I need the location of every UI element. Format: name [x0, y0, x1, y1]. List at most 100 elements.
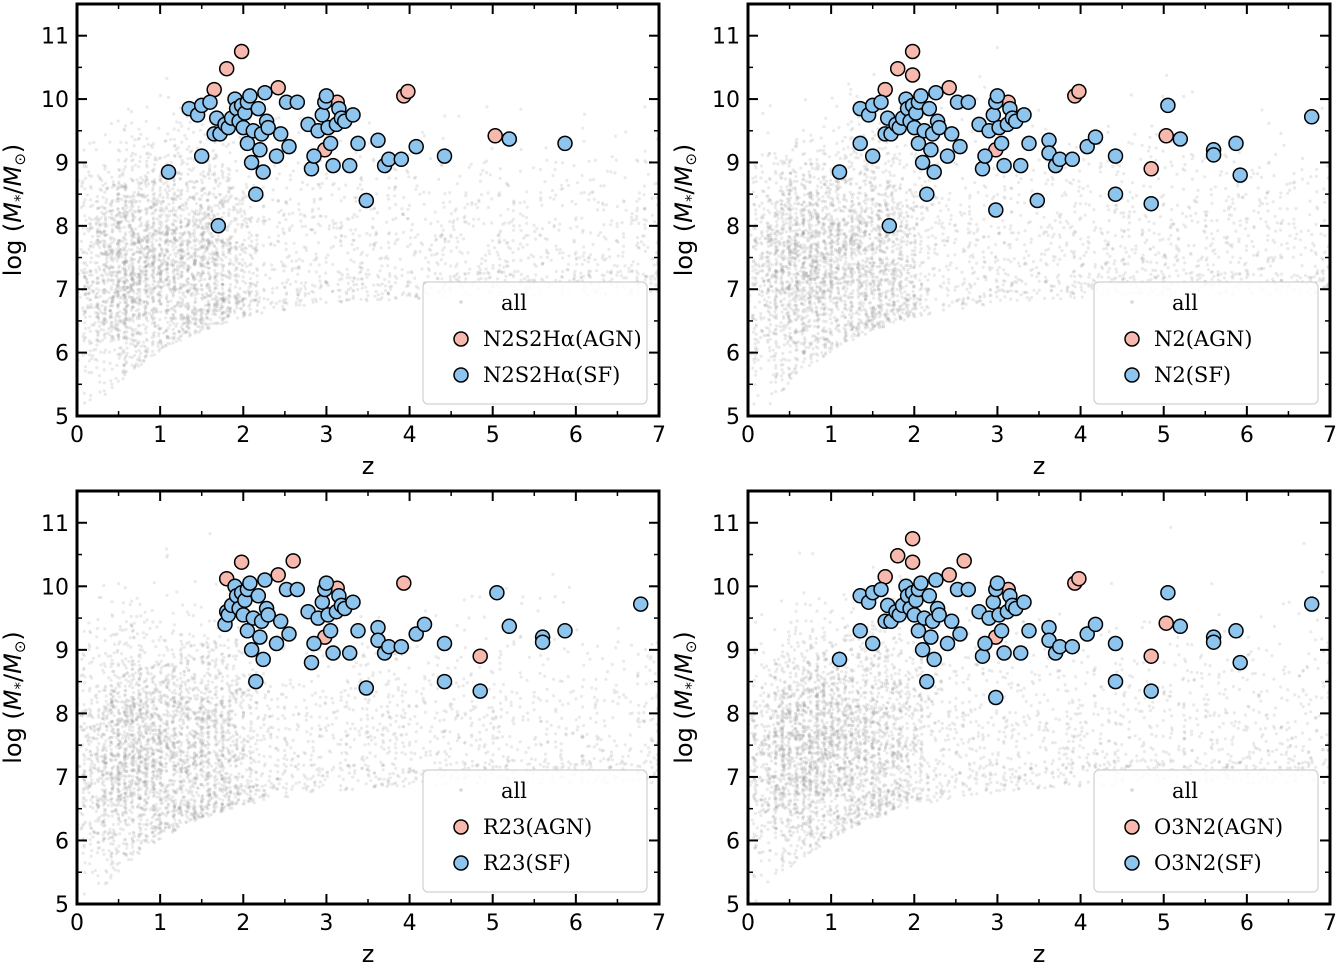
data-point-all — [162, 257, 166, 261]
data-point-all — [137, 279, 141, 283]
data-point-all — [201, 258, 205, 262]
data-point-all — [159, 286, 163, 290]
data-point-all — [96, 227, 100, 231]
data-point-all — [443, 237, 447, 241]
data-point-all — [232, 205, 236, 209]
data-point-all — [169, 287, 173, 291]
data-point-all — [89, 341, 94, 345]
data-point-all — [856, 293, 861, 298]
data-point-all — [118, 248, 123, 252]
data-point-all — [118, 353, 122, 358]
data-point-all — [409, 228, 414, 232]
data-point-all — [228, 247, 232, 252]
data-point-all — [898, 284, 902, 288]
data-point-all — [122, 260, 126, 264]
data-point-all — [595, 269, 599, 273]
data-point-all — [207, 216, 211, 220]
data-point-all — [180, 249, 184, 254]
data-point-all — [141, 178, 145, 182]
data-point-all — [183, 304, 187, 308]
data-point-all — [1124, 250, 1128, 254]
data-point-sf — [260, 119, 276, 136]
data-point-all — [183, 295, 187, 299]
data-point-all — [103, 229, 107, 233]
data-point-all — [205, 198, 209, 203]
data-point-all — [129, 286, 133, 290]
data-point-all — [622, 235, 626, 239]
data-point-all — [222, 298, 226, 302]
data-point-all — [641, 272, 646, 276]
data-point-all — [527, 278, 531, 282]
data-point-all — [318, 214, 322, 218]
data-point-all — [116, 304, 120, 308]
data-point-all — [561, 269, 565, 274]
data-point-all — [218, 315, 222, 319]
data-point-all — [1308, 213, 1312, 217]
data-point-all — [1073, 280, 1077, 284]
data-point-all — [794, 220, 799, 224]
data-point-all — [158, 277, 162, 281]
data-point-all — [117, 182, 121, 186]
data-point-all — [372, 242, 376, 246]
data-point-all — [331, 289, 335, 294]
data-point-all — [415, 292, 419, 296]
data-point-all — [164, 139, 168, 143]
data-point-all — [1089, 190, 1093, 194]
data-point-all — [206, 171, 210, 176]
data-point-all — [139, 302, 143, 306]
data-point-all — [144, 311, 148, 315]
data-point-all — [163, 188, 167, 192]
data-point-all — [840, 139, 845, 143]
data-point-all — [199, 233, 203, 237]
data-point-all — [627, 270, 631, 274]
data-point-all — [138, 276, 142, 280]
data-point-all — [128, 289, 132, 294]
data-point-all — [199, 307, 203, 311]
data-point-all — [104, 252, 108, 256]
data-point-all — [565, 178, 569, 183]
data-point-all — [191, 283, 195, 287]
data-point-all — [187, 330, 191, 334]
data-point-all — [201, 212, 205, 216]
data-point-all — [85, 263, 89, 267]
data-point-all — [573, 252, 577, 256]
data-point-all — [394, 239, 398, 243]
data-point-all — [1279, 131, 1283, 135]
data-point-all — [221, 292, 225, 296]
data-point-all — [636, 262, 640, 266]
data-point-all — [645, 275, 649, 279]
data-point-all — [95, 343, 99, 347]
data-point-all — [440, 164, 444, 168]
data-point-all — [455, 272, 459, 276]
data-point-all — [171, 317, 175, 321]
data-point-all — [227, 208, 231, 212]
data-point-all — [359, 277, 364, 281]
data-point-all — [238, 307, 242, 311]
data-point-all — [151, 169, 155, 174]
data-point-all — [167, 209, 171, 213]
data-point-all — [239, 268, 243, 272]
data-point-all — [166, 193, 170, 197]
data-point-all — [121, 311, 125, 315]
data-point-all — [943, 238, 947, 243]
data-point-all — [365, 232, 369, 236]
data-point-all — [87, 229, 91, 233]
data-point-all — [599, 184, 603, 188]
data-point-all — [857, 270, 861, 274]
data-point-all — [1210, 277, 1214, 281]
data-point-all — [192, 252, 196, 256]
data-point-all — [116, 379, 120, 383]
data-point-all — [145, 221, 149, 225]
data-point-all — [146, 171, 150, 175]
data-point-all — [116, 245, 121, 249]
data-point-all — [120, 255, 124, 259]
data-point-all — [487, 276, 491, 280]
data-point-all — [414, 187, 418, 191]
y-tick-label: 8 — [55, 215, 69, 240]
data-point-all — [255, 242, 259, 246]
data-point-all — [408, 280, 412, 284]
data-point-all — [222, 316, 226, 320]
data-point-all — [158, 297, 162, 301]
data-point-all — [137, 311, 141, 315]
data-point-all — [298, 212, 303, 216]
